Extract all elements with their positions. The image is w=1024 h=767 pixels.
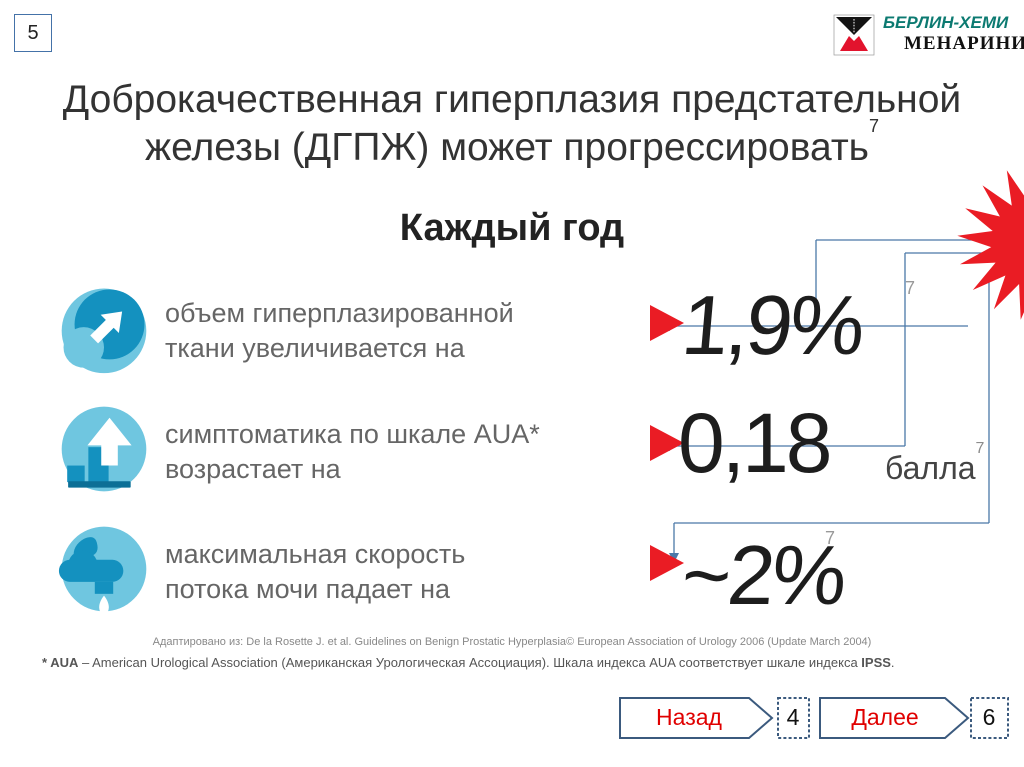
svg-text:Назад: Назад [656,704,722,730]
svg-text:Далее: Далее [851,704,918,730]
svg-text:6: 6 [983,704,996,730]
svg-text:4: 4 [787,704,800,730]
